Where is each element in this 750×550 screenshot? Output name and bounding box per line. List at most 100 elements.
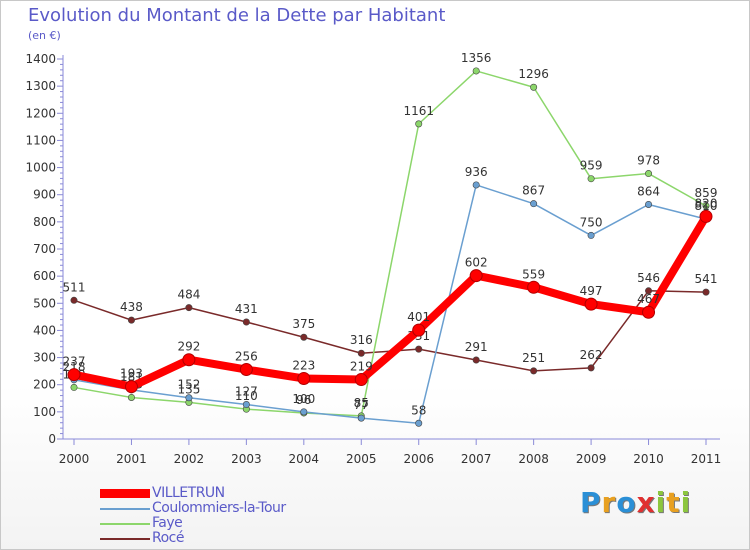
x-tick-label: 2007 — [461, 452, 492, 466]
data-label: 85 — [354, 396, 369, 410]
legend-label: Rocé — [152, 530, 184, 546]
data-point — [702, 288, 710, 296]
data-label: 959 — [580, 159, 603, 173]
data-label: 127 — [235, 385, 258, 399]
data-point — [70, 296, 78, 304]
y-tick-label: 200 — [33, 378, 56, 392]
data-point — [300, 408, 308, 416]
logo-letter: o — [616, 486, 637, 519]
x-tick-label: 2010 — [633, 452, 664, 466]
data-label: 375 — [292, 317, 315, 331]
data-label: 467 — [637, 292, 660, 306]
logo-letter: i — [680, 486, 692, 519]
data-label: 237 — [63, 355, 86, 369]
data-label: 135 — [177, 382, 200, 396]
data-label: 559 — [522, 267, 545, 281]
series-line — [73, 184, 707, 425]
data-point — [587, 364, 595, 372]
y-tick-label: 400 — [33, 323, 56, 337]
data-point — [357, 414, 365, 422]
data-label: 291 — [465, 340, 488, 354]
data-label: 936 — [465, 165, 488, 179]
y-tick-label: 600 — [33, 269, 56, 283]
data-point — [354, 373, 368, 387]
x-tick-label: 2008 — [518, 452, 549, 466]
data-point — [587, 231, 595, 239]
x-tick-label: 2000 — [59, 452, 90, 466]
data-label: 1296 — [518, 67, 549, 81]
x-tick-label: 2011 — [691, 452, 722, 466]
data-label: 859 — [695, 186, 718, 200]
data-label: 431 — [235, 302, 258, 316]
data-point — [185, 394, 193, 402]
data-label: 223 — [292, 358, 315, 372]
data-point — [297, 371, 311, 385]
data-point — [587, 175, 595, 183]
y-tick-label: 500 — [33, 296, 56, 310]
data-point — [415, 120, 423, 128]
legend-label: Coulommiers-la-Tour — [152, 500, 286, 516]
x-tick-label: 2006 — [403, 452, 434, 466]
data-point — [239, 363, 253, 377]
logo-letter: x — [636, 486, 656, 519]
data-label: 810 — [695, 199, 718, 213]
data-label: 256 — [235, 350, 258, 364]
data-label: 292 — [177, 340, 200, 354]
proxiti-logo: Proxiti — [580, 486, 691, 519]
x-tick-label: 2005 — [346, 452, 377, 466]
y-tick-label: 100 — [33, 405, 56, 419]
data-label: 401 — [407, 310, 430, 324]
data-point — [530, 83, 538, 91]
data-label: 193 — [120, 367, 143, 381]
data-label: 511 — [63, 280, 86, 294]
data-label: 602 — [465, 256, 488, 270]
data-label: 316 — [350, 333, 373, 347]
data-point — [530, 200, 538, 208]
x-tick-label: 2001 — [116, 452, 147, 466]
data-point — [415, 419, 423, 427]
data-point — [472, 181, 480, 189]
data-point — [642, 305, 656, 319]
y-tick-label: 0 — [48, 432, 56, 446]
data-point — [300, 333, 308, 341]
data-point — [584, 297, 598, 311]
data-point — [469, 269, 483, 283]
logo-letter: P — [580, 486, 602, 519]
data-label: 100 — [292, 392, 315, 406]
logo-letter: r — [601, 486, 617, 519]
x-tick-label: 2003 — [231, 452, 262, 466]
y-tick-label: 1400 — [25, 52, 56, 66]
data-label: 152 — [177, 378, 200, 392]
y-tick-label: 1000 — [25, 161, 56, 175]
data-label: 867 — [522, 184, 545, 198]
data-point — [645, 170, 653, 178]
data-point — [412, 323, 426, 337]
data-point — [645, 200, 653, 208]
data-label: 219 — [350, 360, 373, 374]
unit-label: (en €) — [28, 29, 61, 42]
data-label: 438 — [120, 300, 143, 314]
data-point — [127, 393, 135, 401]
data-label: 77 — [354, 398, 369, 412]
data-point — [242, 318, 250, 326]
y-tick-label: 800 — [33, 215, 56, 229]
y-tick-label: 1300 — [25, 79, 56, 93]
data-point — [127, 316, 135, 324]
data-point — [472, 356, 480, 364]
data-point — [67, 368, 81, 382]
legend-label: Faye — [152, 515, 183, 531]
data-label: 541 — [695, 272, 718, 286]
legend-swatch — [100, 523, 150, 525]
series-line — [73, 70, 707, 417]
data-point — [645, 287, 653, 295]
x-tick-label: 2009 — [576, 452, 607, 466]
legend-swatch — [100, 489, 150, 498]
data-label: 251 — [522, 351, 545, 365]
series-line — [70, 212, 710, 391]
y-tick-label: 700 — [33, 242, 56, 256]
data-label: 978 — [637, 154, 660, 168]
data-label: 1356 — [461, 51, 492, 65]
data-label: 820 — [695, 196, 718, 210]
